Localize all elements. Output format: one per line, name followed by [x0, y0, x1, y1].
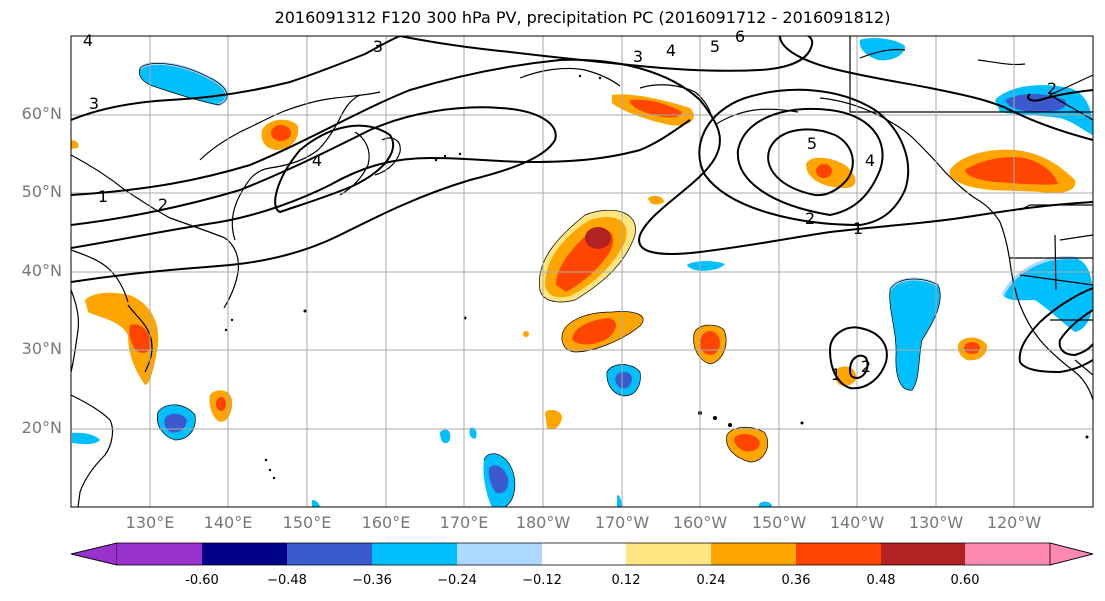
colorbar-segment: [287, 543, 372, 565]
contour-label: 2: [861, 357, 871, 376]
colorbar-segment: [372, 543, 457, 565]
lon-label: 160°W: [672, 513, 728, 532]
colorbar-segment: [202, 543, 287, 565]
lon-label: 130°E: [125, 513, 175, 532]
lat-label: 40°N: [21, 261, 62, 280]
colorbar-segment: [626, 543, 711, 565]
lat-label: 60°N: [21, 104, 62, 123]
colorbar-tick: −0.24: [437, 573, 477, 588]
gridlines: [71, 36, 1093, 507]
colorbar-segment: [70, 542, 118, 566]
lon-label: 170°E: [439, 513, 489, 532]
lon-label: 120°W: [986, 513, 1042, 532]
colorbar-tick: -0.60: [185, 573, 219, 588]
lat-label: 20°N: [21, 418, 62, 437]
colorbar-tick: 0.60: [950, 573, 980, 588]
map-frame: [70, 35, 1094, 508]
lon-label: 140°E: [203, 513, 253, 532]
colorbar-tick: 0.24: [696, 573, 726, 588]
colorbar-tick: 0.36: [781, 573, 811, 588]
colorbar-tick: 0.48: [866, 573, 896, 588]
lon-label: 150°E: [282, 513, 332, 532]
contour-label: 1: [831, 365, 841, 384]
colorbar-segment: [457, 543, 542, 565]
contour-label: 1: [853, 219, 863, 238]
lon-label: 160°E: [361, 513, 411, 532]
contour-label: 3: [89, 94, 99, 113]
contour-label: 5: [807, 134, 817, 153]
colorbar-segment: [117, 543, 202, 565]
lon-label: 130°W: [908, 513, 964, 532]
colorbar-tick: −0.36: [352, 573, 392, 588]
islands: [224, 74, 1089, 480]
colorbar-segment: [542, 543, 626, 565]
colorbar-segment: [1049, 542, 1094, 566]
lon-label: 170°W: [594, 513, 650, 532]
contour-label: 2: [1047, 79, 1057, 98]
contour-label: 4: [865, 151, 875, 170]
contour-label: 2: [805, 209, 815, 228]
lon-label: 140°W: [829, 513, 885, 532]
colorbar-segment: [965, 543, 1050, 565]
colorbar-segment: [796, 543, 881, 565]
lat-label: 30°N: [21, 339, 62, 358]
pv-contours: [71, 36, 1093, 390]
lon-label: 150°W: [751, 513, 807, 532]
contour-label: 3: [373, 37, 383, 56]
positive-precip-areas: [71, 94, 1076, 462]
lat-label: 50°N: [21, 182, 62, 201]
contour-label: 4: [666, 41, 676, 60]
contour-label: 2: [158, 195, 168, 214]
coastlines: [71, 36, 1093, 507]
contour-label: 4: [83, 31, 93, 50]
colorbar-tick: −0.12: [522, 573, 562, 588]
contour-label: 4: [312, 151, 322, 170]
colorbar: [70, 542, 1094, 566]
map-title: 2016091312 F120 300 hPa PV, precipitatio…: [274, 8, 891, 27]
contour-label: 5: [710, 37, 720, 56]
contour-label: 3: [633, 47, 643, 66]
contour-label: 1: [98, 187, 108, 206]
contour-label-group: 1 2 3 3 4 4 3 4 5 6 5 4 2 1 2 1 2: [83, 27, 1057, 384]
lon-label: 180°W: [515, 513, 571, 532]
colorbar-outline: [70, 542, 1094, 566]
colorbar-tick: 0.12: [611, 573, 641, 588]
colorbar-tick: −0.48: [267, 573, 307, 588]
colorbar-segment: [711, 543, 796, 565]
colorbar-segment: [881, 543, 965, 565]
